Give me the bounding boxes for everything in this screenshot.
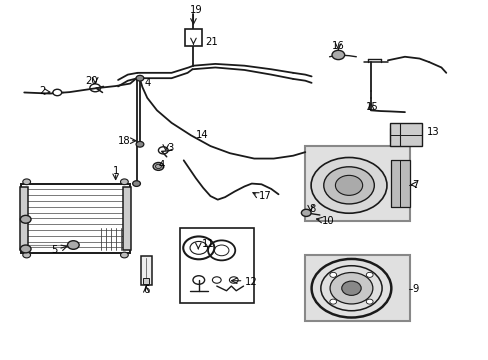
Circle shape — [301, 209, 310, 216]
Text: 5: 5 — [51, 245, 57, 255]
Circle shape — [153, 162, 163, 170]
Circle shape — [341, 281, 361, 296]
Text: 10: 10 — [322, 216, 334, 226]
Circle shape — [67, 241, 79, 249]
Circle shape — [329, 273, 336, 277]
Text: 2: 2 — [39, 86, 45, 96]
Circle shape — [23, 252, 30, 258]
Circle shape — [329, 273, 372, 304]
Circle shape — [20, 215, 31, 223]
Circle shape — [366, 299, 372, 304]
Bar — [180, 228, 254, 303]
Bar — [389, 123, 421, 146]
Circle shape — [136, 141, 143, 147]
Text: 14: 14 — [196, 130, 208, 140]
Circle shape — [136, 75, 143, 81]
Circle shape — [329, 299, 336, 304]
Circle shape — [366, 273, 372, 277]
Bar — [390, 160, 409, 207]
Bar — [143, 278, 149, 284]
Bar — [123, 187, 131, 249]
Text: 7: 7 — [411, 180, 418, 190]
Text: 21: 21 — [205, 37, 218, 47]
Text: 6: 6 — [143, 285, 149, 295]
Bar — [21, 184, 130, 253]
Bar — [184, 29, 202, 46]
Text: 1: 1 — [112, 166, 119, 176]
Text: 8: 8 — [309, 203, 315, 213]
Circle shape — [23, 179, 30, 185]
Circle shape — [53, 89, 61, 96]
Bar — [20, 187, 28, 249]
Circle shape — [132, 181, 140, 186]
Bar — [305, 255, 409, 321]
Text: 18: 18 — [118, 136, 130, 146]
Text: 16: 16 — [331, 41, 344, 51]
Circle shape — [120, 252, 128, 258]
Bar — [141, 256, 151, 285]
Text: 4: 4 — [144, 78, 150, 88]
Text: 12: 12 — [244, 277, 257, 287]
Text: 15: 15 — [365, 102, 378, 112]
Text: 13: 13 — [426, 127, 439, 137]
Circle shape — [120, 179, 128, 185]
Circle shape — [20, 245, 31, 253]
Text: 19: 19 — [189, 5, 202, 15]
Circle shape — [310, 157, 386, 213]
Text: 4: 4 — [159, 160, 164, 170]
Circle shape — [331, 50, 344, 60]
Text: 9: 9 — [411, 284, 418, 294]
Text: 17: 17 — [259, 191, 271, 201]
Text: 20: 20 — [85, 76, 98, 86]
Text: 11: 11 — [201, 239, 214, 249]
Bar — [305, 146, 409, 221]
Text: 3: 3 — [167, 143, 173, 153]
Circle shape — [323, 167, 373, 204]
Circle shape — [335, 175, 362, 195]
